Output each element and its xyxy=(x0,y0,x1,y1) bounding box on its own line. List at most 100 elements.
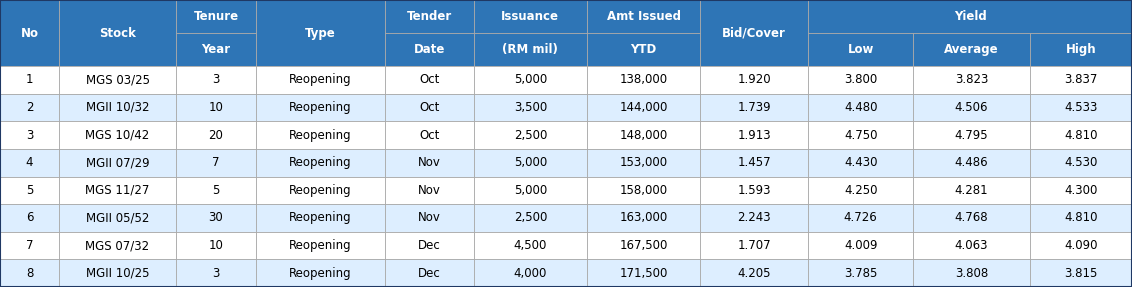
Bar xyxy=(59,94,175,121)
Text: MGII 10/32: MGII 10/32 xyxy=(86,101,149,114)
Bar xyxy=(1030,94,1132,121)
Bar xyxy=(385,33,473,66)
Text: 4: 4 xyxy=(26,156,33,169)
Bar xyxy=(0,66,59,94)
Bar xyxy=(256,0,385,66)
Text: 3.785: 3.785 xyxy=(844,267,877,280)
Text: 4,000: 4,000 xyxy=(514,267,547,280)
Text: MGS 10/42: MGS 10/42 xyxy=(85,129,149,141)
Text: 4.750: 4.750 xyxy=(844,129,877,141)
Bar xyxy=(59,0,175,66)
Bar xyxy=(385,66,473,94)
Bar xyxy=(808,33,914,66)
Bar xyxy=(175,94,256,121)
Text: MGS 07/32: MGS 07/32 xyxy=(85,239,149,252)
Bar xyxy=(175,121,256,149)
Bar xyxy=(808,94,914,121)
Text: Stock: Stock xyxy=(100,26,136,40)
Bar xyxy=(808,204,914,232)
Bar xyxy=(59,232,175,259)
Text: 2,500: 2,500 xyxy=(514,129,547,141)
Bar xyxy=(1030,121,1132,149)
Bar xyxy=(0,204,59,232)
Text: 5,000: 5,000 xyxy=(514,156,547,169)
Bar xyxy=(586,232,700,259)
Bar xyxy=(256,0,385,66)
Bar xyxy=(473,0,586,33)
Bar xyxy=(473,94,586,121)
Bar xyxy=(914,259,1030,287)
Text: 5,000: 5,000 xyxy=(514,184,547,197)
Bar xyxy=(586,177,700,204)
Bar xyxy=(385,94,473,121)
Bar xyxy=(385,177,473,204)
Bar xyxy=(473,66,586,94)
Bar xyxy=(59,204,175,232)
Text: Issuance: Issuance xyxy=(501,10,559,23)
Text: 2: 2 xyxy=(26,101,33,114)
Text: 3.837: 3.837 xyxy=(1064,73,1098,86)
Text: 4.810: 4.810 xyxy=(1064,129,1098,141)
Bar xyxy=(700,177,808,204)
Text: 144,000: 144,000 xyxy=(619,101,668,114)
Bar xyxy=(914,259,1030,287)
Bar xyxy=(473,33,586,66)
Bar xyxy=(59,177,175,204)
Bar xyxy=(808,121,914,149)
Bar xyxy=(1030,121,1132,149)
Text: Reopening: Reopening xyxy=(289,129,352,141)
Text: 1.913: 1.913 xyxy=(737,129,771,141)
Bar xyxy=(700,259,808,287)
Bar xyxy=(175,177,256,204)
Bar xyxy=(0,177,59,204)
Bar xyxy=(914,33,1030,66)
Bar xyxy=(59,177,175,204)
Text: 7: 7 xyxy=(26,239,33,252)
Text: 163,000: 163,000 xyxy=(619,212,668,224)
Text: 5: 5 xyxy=(26,184,33,197)
Bar xyxy=(473,259,586,287)
Bar xyxy=(808,232,914,259)
Text: 4.506: 4.506 xyxy=(954,101,988,114)
Bar xyxy=(586,149,700,177)
Text: Oct: Oct xyxy=(419,101,439,114)
Text: 1.593: 1.593 xyxy=(738,184,771,197)
Bar xyxy=(914,121,1030,149)
Bar xyxy=(914,232,1030,259)
Text: 171,500: 171,500 xyxy=(619,267,668,280)
Bar xyxy=(256,94,385,121)
Text: 3.800: 3.800 xyxy=(844,73,877,86)
Bar xyxy=(586,121,700,149)
Bar xyxy=(59,121,175,149)
Bar xyxy=(175,204,256,232)
Bar xyxy=(586,204,700,232)
Bar xyxy=(385,121,473,149)
Bar xyxy=(175,0,256,33)
Bar xyxy=(0,0,59,66)
Bar xyxy=(914,94,1030,121)
Text: Low: Low xyxy=(848,43,874,56)
Text: Reopening: Reopening xyxy=(289,184,352,197)
Bar xyxy=(175,94,256,121)
Text: Tenure: Tenure xyxy=(194,10,239,23)
Bar xyxy=(914,121,1030,149)
Text: 20: 20 xyxy=(208,129,223,141)
Bar xyxy=(700,66,808,94)
Bar xyxy=(256,149,385,177)
Bar xyxy=(586,66,700,94)
Bar xyxy=(700,204,808,232)
Text: 5: 5 xyxy=(213,184,220,197)
Bar xyxy=(473,259,586,287)
Bar xyxy=(175,149,256,177)
Bar xyxy=(256,177,385,204)
Text: 4.533: 4.533 xyxy=(1064,101,1098,114)
Bar xyxy=(0,177,59,204)
Bar xyxy=(1030,66,1132,94)
Text: 4.530: 4.530 xyxy=(1064,156,1098,169)
Text: 3: 3 xyxy=(26,129,33,141)
Bar xyxy=(175,33,256,66)
Bar xyxy=(175,177,256,204)
Bar xyxy=(1030,177,1132,204)
Bar xyxy=(0,232,59,259)
Text: 3.823: 3.823 xyxy=(954,73,988,86)
